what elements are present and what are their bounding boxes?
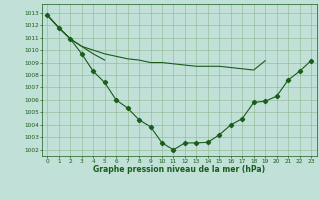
X-axis label: Graphe pression niveau de la mer (hPa): Graphe pression niveau de la mer (hPa): [93, 165, 265, 174]
